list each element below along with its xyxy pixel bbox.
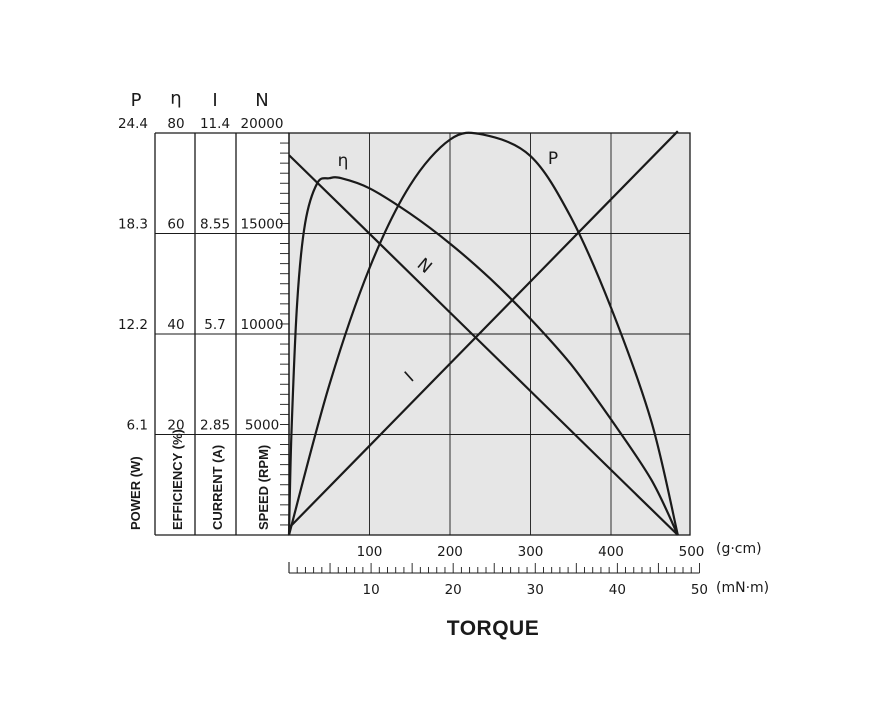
y-tick-label-P-3: 18.3	[118, 217, 148, 233]
y-tick-label-eta-4: 80	[167, 116, 184, 132]
y-tick-label-I-3: 8.55	[200, 217, 230, 233]
x-unit-gcm: (g·cm)	[716, 541, 762, 557]
axis-label-efficiency: EFFICIENCY (%)	[170, 429, 185, 530]
x-tick-label-mnm-3: 30	[527, 582, 544, 598]
y-tick-label-N-2: 10000	[241, 317, 284, 333]
series-label-p: P	[548, 149, 558, 169]
series-curve-eta	[287, 176, 679, 536]
axis-symbol-i: I	[212, 90, 217, 111]
x-axis-secondary: 10 20 30 40 50	[288, 562, 708, 598]
x-tick-label-mnm-2: 20	[445, 582, 462, 598]
y-tick-label-I-1: 2.85	[200, 418, 230, 434]
series-curve-N	[288, 154, 679, 536]
y-tick-label-P-2: 12.2	[118, 317, 148, 333]
x-tick-label-mnm-4: 40	[609, 582, 626, 598]
y-tick-label-eta-3: 60	[167, 217, 184, 233]
y-tick-label-I-2: 5.7	[204, 317, 225, 333]
y-tick-label-eta-1: 20	[167, 418, 184, 434]
y-tick-labels: 6.1 12.2 18.3 24.4 20 40 60 80 2.85 5.7 8.55 11.4 50…	[118, 116, 284, 434]
x-tick-label-gcm-4: 400	[598, 544, 624, 560]
x-unit-mnm: (mN·m)	[716, 580, 769, 596]
y-tick-label-N-3: 15000	[241, 217, 284, 233]
x-tick-label-mnm-5: 50	[691, 582, 708, 598]
series-curves	[287, 130, 679, 536]
x-tick-label-gcm-5: 500	[679, 544, 705, 560]
y-tick-label-eta-2: 40	[167, 317, 184, 333]
series-curve-P	[287, 131, 679, 536]
y-tick-label-N-4: 20000	[241, 116, 284, 132]
y-tick-label-N-1: 5000	[245, 418, 279, 434]
x-tick-label-gcm-2: 200	[437, 544, 463, 560]
axis-symbol-p: P	[131, 90, 142, 111]
series-label-eta: η	[338, 151, 349, 171]
y-tick-label-I-4: 11.4	[200, 116, 230, 132]
x-tick-label-gcm-1: 100	[357, 544, 383, 560]
series-curve-I	[288, 130, 679, 529]
axis-label-power: POWER (W)	[128, 456, 143, 530]
axis-label-speed: SPEED (RPM)	[256, 445, 271, 530]
x-axis-primary: 100 200 300 400 500	[357, 544, 705, 560]
y-tick-label-P-1: 6.1	[127, 418, 148, 434]
x-axis-title: TORQUE	[447, 617, 539, 640]
axis-symbol-n: N	[255, 90, 268, 111]
axis-panels	[154, 132, 290, 536]
axis-symbol-eta: η	[170, 88, 181, 109]
y-tick-label-P-4: 24.4	[118, 116, 148, 132]
axis-label-current: CURRENT (A)	[210, 445, 225, 530]
x-tick-label-gcm-3: 300	[518, 544, 544, 560]
grid-lines	[289, 133, 690, 535]
x-tick-label-mnm-1: 10	[362, 582, 379, 598]
